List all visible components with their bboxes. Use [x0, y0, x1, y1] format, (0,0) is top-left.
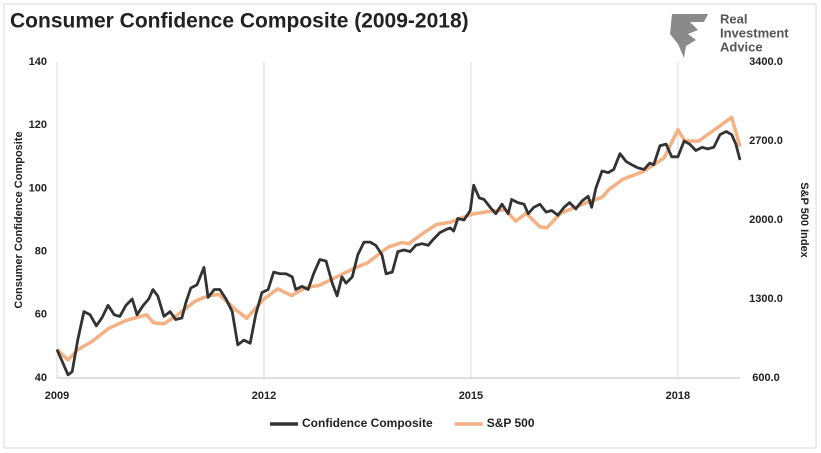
y2-tick-label: 2700.0 [749, 135, 783, 147]
chart-title: Consumer Confidence Composite (2009-2018… [10, 10, 469, 33]
series-line [55, 130, 742, 377]
y2-axis-label: S&P 500 Index [798, 182, 810, 258]
x-tick-label: 2018 [666, 390, 690, 402]
x-tick-label: 2009 [45, 390, 69, 402]
logo-text: Investment [720, 25, 789, 40]
logo: Real Investment Advice [670, 11, 789, 58]
y-tick-label: 60 [35, 309, 47, 321]
legend-label: S&P 500 [487, 416, 535, 430]
logo-text: Advice [720, 39, 763, 54]
y-axis-label: Consumer Confidence Composite [13, 131, 25, 308]
y-tick-label: 120 [29, 119, 47, 131]
y2-tick-label: 1300.0 [749, 293, 783, 305]
y2-tick-label: 2000.0 [749, 214, 783, 226]
chart-frame [3, 3, 817, 449]
logo-text: Real [720, 11, 747, 26]
y2-tick-label: 600.0 [752, 372, 780, 384]
legend-label: Confidence Composite [302, 416, 433, 430]
y-tick-label: 140 [29, 56, 47, 68]
series-line [55, 115, 742, 362]
x-tick-label: 2015 [459, 390, 483, 402]
logo-icon [670, 14, 708, 58]
x-tick-label: 2012 [252, 390, 276, 402]
y-tick-label: 40 [35, 372, 47, 384]
y-tick-label: 100 [29, 182, 47, 194]
y2-tick-label: 3400.0 [749, 56, 783, 68]
y-tick-label: 80 [35, 246, 47, 258]
